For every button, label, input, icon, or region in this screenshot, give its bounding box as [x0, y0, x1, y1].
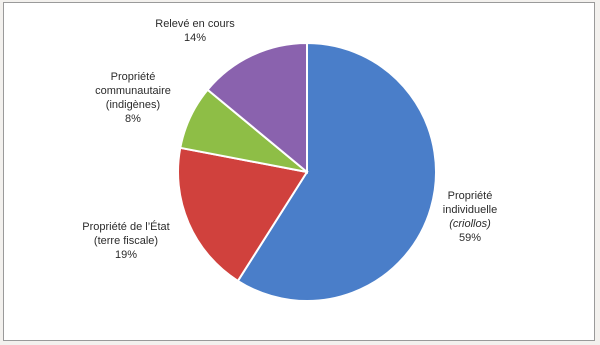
label-communal-line3: (indigènes)	[105, 99, 161, 111]
slice-state	[177, 146, 309, 283]
slice-individual	[236, 41, 437, 302]
label-state-value: 19%	[114, 249, 138, 261]
label-individual-line3: (criollos)	[449, 218, 491, 230]
label-communal: Propriété communautaire (indigènes) 8%	[80, 70, 186, 126]
label-pending-value: 14%	[183, 32, 207, 44]
label-pending: Relevé en cours 14%	[139, 17, 251, 45]
label-state-line1: Propriété de l’État	[82, 221, 170, 233]
slice-pending	[206, 41, 308, 175]
label-individual-line2: individuelle	[442, 204, 498, 216]
label-state-line2: (terre fiscale)	[93, 235, 159, 247]
label-communal-line2: communautaire	[95, 85, 171, 97]
label-pending-line1: Relevé en cours	[155, 18, 235, 30]
label-state: Propriété de l’État (terre fiscale) 19%	[64, 220, 188, 262]
label-communal-value: 8%	[125, 113, 141, 125]
label-individual-value: 59%	[458, 232, 482, 244]
label-individual: Propriété individuelle (criollos) 59%	[418, 189, 522, 245]
label-individual-line1: Propriété	[447, 190, 493, 202]
label-communal-line1: Propriété	[110, 71, 156, 83]
